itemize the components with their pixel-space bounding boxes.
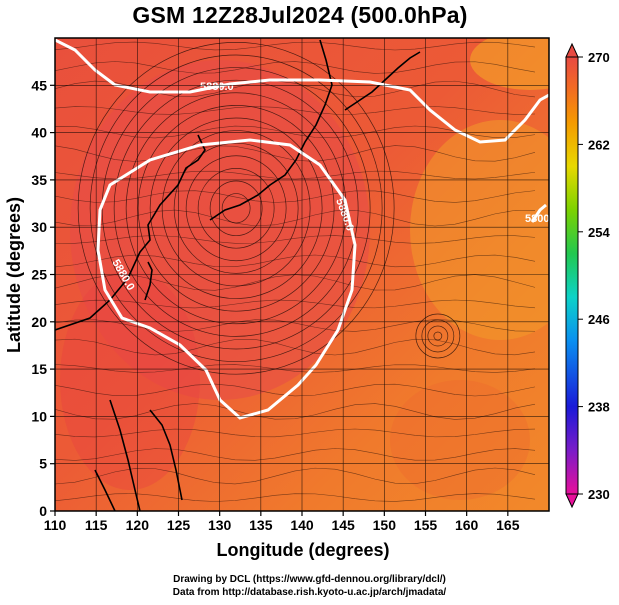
y-tick-label: 5 — [39, 456, 47, 472]
credit-data: Data from http://database.rish.kyoto-u.a… — [172, 587, 447, 598]
x-tick-label: 150 — [373, 517, 397, 533]
streamline — [161, 130, 311, 287]
streamline — [55, 338, 536, 356]
x-tick-label: 115 — [85, 517, 108, 533]
x-tick-label: 125 — [167, 517, 191, 533]
streamline — [55, 493, 536, 502]
streamline — [55, 274, 536, 291]
streamline — [415, 313, 461, 359]
y-tick-label: 30 — [31, 219, 47, 235]
streamline — [89, 54, 383, 362]
streamline — [55, 190, 536, 203]
streamline — [55, 467, 536, 485]
colorbar-tick-label: 262 — [588, 137, 610, 152]
y-tick-label: 45 — [31, 77, 47, 93]
colorbar-tick-label: 238 — [588, 400, 610, 415]
streamline — [55, 41, 536, 51]
contour-label: 5800.0 — [525, 213, 559, 225]
streamline — [149, 117, 323, 299]
x-tick-label: 120 — [126, 517, 150, 533]
height-contours — [55, 38, 549, 420]
x-tick-label: 165 — [496, 517, 520, 533]
y-tick-label: 25 — [31, 267, 47, 283]
streamline — [55, 209, 536, 227]
streamline — [55, 235, 536, 244]
streamline — [137, 105, 335, 312]
streamline — [55, 80, 536, 98]
streamline — [55, 448, 536, 461]
x-tick-label: 160 — [455, 517, 479, 533]
streamline — [55, 254, 536, 268]
streamline — [113, 79, 359, 337]
contour-label: 5880.0 — [200, 81, 234, 93]
x-tick-label: 145 — [331, 517, 355, 533]
y-tick-label: 10 — [31, 408, 47, 424]
y-tick-label: 35 — [31, 172, 47, 188]
y-tick-label: 0 — [39, 503, 47, 519]
colorbar-tick-label: 246 — [588, 312, 610, 327]
colorbar-min-arrow — [565, 493, 579, 509]
streamline — [55, 61, 536, 74]
colorbar-tick-label: 254 — [588, 225, 610, 240]
colorbar-tick-label: 230 — [588, 487, 610, 502]
y-axis-ticks: 0 5 10 15 20 25 30 35 40 45 — [31, 77, 55, 519]
streamline — [433, 331, 443, 341]
x-tick-label: 140 — [290, 517, 314, 533]
streamline — [55, 403, 536, 420]
streamline — [55, 428, 536, 438]
x-tick-label: 130 — [208, 517, 232, 533]
streamline — [55, 299, 536, 309]
streamline — [209, 180, 263, 236]
streamline — [55, 125, 536, 139]
credit-drawing: Drawing by DCL (https://www.gfd-dennou.o… — [173, 574, 446, 585]
y-tick-label: 15 — [31, 361, 47, 377]
x-tick-label: 155 — [414, 517, 438, 533]
colorbar-max-arrow — [565, 42, 579, 58]
x-axis-ticks: 110 115 120 125 130 135 140 145 150 155 160 165 — [44, 511, 520, 533]
streamline — [55, 145, 536, 162]
x-tick-label: 135 — [249, 517, 273, 533]
temperature-field — [55, 38, 549, 511]
colorbar-scale — [565, 56, 579, 495]
streamline — [173, 142, 299, 274]
streamline — [421, 319, 455, 353]
colorbar-tick-label: 270 — [588, 50, 610, 65]
x-axis-label: Longitude (degrees) — [216, 540, 389, 560]
streamline — [55, 106, 536, 115]
streamline — [197, 168, 275, 249]
streamline — [185, 155, 287, 262]
colorbar: 270 262 254 246 238 230 — [565, 42, 610, 509]
y-axis-label: Latitude (degrees) — [4, 197, 24, 353]
y-tick-label: 20 — [31, 314, 47, 330]
streamline — [427, 325, 449, 347]
chart-title: GSM 12Z28Jul2024 (500.0hPa) — [132, 2, 468, 28]
y-tick-label: 40 — [31, 125, 47, 141]
x-tick-label: 110 — [44, 517, 67, 533]
streamline — [77, 42, 395, 375]
